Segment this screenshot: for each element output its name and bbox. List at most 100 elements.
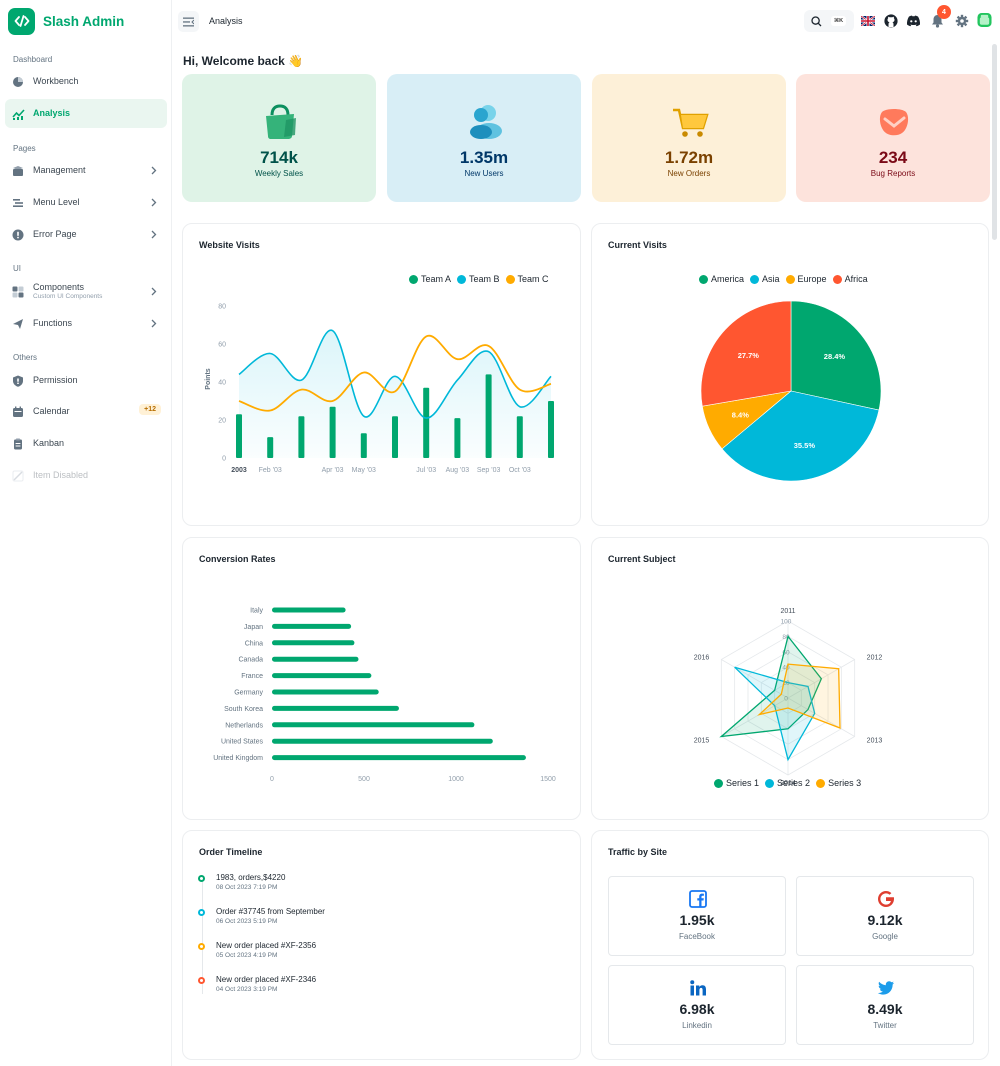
logo[interactable]: Slash Admin (0, 0, 171, 42)
timeline-title: New order placed #XF-2346 (216, 975, 317, 984)
radar-category-label: 2013 (867, 738, 883, 745)
legend-dot (816, 778, 826, 788)
sidebar-item-functions[interactable]: Functions (5, 309, 167, 338)
stat-card-new-orders[interactable]: 1.72m New Orders (592, 74, 786, 202)
conversion-rates-card: Conversion Rates Italy Japan China Canada Fr… (182, 537, 581, 820)
sidebar-item-kanban[interactable]: Kanban (5, 429, 167, 458)
legend-item-asia[interactable]: Asia (750, 274, 780, 284)
sidebar-item-label: Menu Level (33, 197, 80, 207)
legend-item-europe[interactable]: Europe (785, 274, 827, 284)
legend-dot (750, 274, 760, 284)
y-tick-label: 80 (218, 304, 226, 311)
sidebar-item-components[interactable]: Components Custom UI Components (5, 276, 167, 307)
chevron-right-icon (151, 319, 157, 328)
sidebar-item-label: Error Page (33, 229, 77, 239)
bar-team-a (485, 374, 492, 458)
traffic-tile-linkedin[interactable]: 6.98k Linkedin (608, 965, 786, 1045)
x-tick-label: Oct '03 (509, 467, 531, 474)
timeline-title: 1983, orders,$4220 (216, 873, 286, 882)
sidebar-item-label: Calendar (33, 406, 70, 416)
welcome-heading: Hi, Welcome back 👋 (183, 54, 304, 68)
timeline-time: 05 Oct 2023 4:19 PM (216, 952, 278, 959)
github-icon[interactable] (883, 13, 898, 28)
radar-axis (721, 659, 789, 699)
page-scrollbar[interactable] (992, 44, 997, 240)
legend-dot (832, 274, 842, 284)
calendar-badge: +12 (139, 404, 161, 415)
sidebar: Slash Admin Dashboard Workbench Analysis… (0, 0, 172, 1066)
conversion-rates-chart[interactable]: Italy Japan China Canada France Germany South … (183, 538, 582, 821)
search-button[interactable]: ⌘K (804, 10, 854, 32)
radar-tick-label: 0 (784, 696, 788, 703)
pie-data-label: 8.4% (732, 410, 749, 419)
legend-item-team-c[interactable]: Team C (505, 274, 549, 284)
bar-team-a (423, 387, 430, 458)
legend-item-america[interactable]: America (699, 274, 744, 284)
current-visits-pie-chart[interactable]: 28.4% 35.5% 8.4% 27.7% (592, 224, 990, 527)
sidebar-item-label: Management (33, 165, 86, 175)
stat-card-bug-reports[interactable]: 234 Bug Reports (796, 74, 990, 202)
radar-category-label: 2011 (780, 608, 795, 615)
sidebar-item-management[interactable]: Management (5, 156, 167, 185)
legend-dot (714, 778, 723, 788)
chevron-right-icon (151, 230, 157, 239)
x-tick-label: Jul '03 (416, 467, 436, 474)
traffic-tile-google[interactable]: 9.12k Google (796, 876, 974, 956)
chevron-right-icon (151, 287, 157, 296)
traffic-tile-facebook[interactable]: 1.95k FaceBook (608, 876, 786, 956)
search-icon (811, 15, 822, 26)
x-tick-label: 1000 (448, 776, 464, 783)
stat-card-weekly-sales[interactable]: 714k Weekly Sales (182, 74, 376, 202)
pie-slice-africa (700, 300, 792, 407)
calendar-icon (11, 405, 25, 419)
legend-dot (457, 274, 467, 284)
legend-item-series-1[interactable]: Series 1 (714, 778, 759, 788)
traffic-tile-twitter[interactable]: 8.49k Twitter (796, 965, 974, 1045)
current-visits-legend: America Asia Europe Africa (699, 274, 868, 284)
twitter-icon (877, 981, 894, 995)
x-tick-label: 1500 (540, 776, 556, 783)
current-subject-radar-chart[interactable]: 0 20 40 60 80 100 2011 2012 2013 2014 2015 2016 (592, 538, 990, 821)
collapse-menu-button[interactable] (178, 11, 199, 32)
stat-card-new-users[interactable]: 1.35m New Users (387, 74, 581, 202)
section-pages: Pages (13, 144, 36, 153)
radar-tick-label: 40 (782, 665, 790, 672)
legend-item-series-3[interactable]: Series 3 (816, 778, 861, 788)
bar-south-korea (272, 705, 399, 711)
legend-item-team-b[interactable]: Team B (457, 274, 500, 284)
legend-item-africa[interactable]: Africa (832, 274, 868, 284)
user-avatar[interactable] (977, 12, 992, 27)
radar-tick-label: 20 (782, 680, 790, 687)
sidebar-item-workbench[interactable]: Workbench (5, 67, 167, 96)
linkedin-icon (690, 980, 706, 996)
current-visits-card: Current Visits America Asia Europe Afric… (591, 223, 989, 526)
settings-gear-icon[interactable] (954, 13, 969, 28)
uk-flag-icon[interactable] (860, 13, 875, 28)
category-label: China (245, 640, 263, 647)
sidebar-item-permission[interactable]: Permission (5, 366, 167, 395)
legend-label: Series 1 (726, 778, 760, 788)
legend-label: Africa (844, 274, 868, 284)
x-tick-label: Sep '03 (477, 467, 501, 474)
timeline-dot (198, 875, 205, 882)
legend-item-series-2[interactable]: Series 2 (765, 778, 810, 788)
sidebar-item-analysis[interactable]: Analysis (5, 99, 167, 128)
traffic-value: 9.12k (867, 912, 903, 928)
card-title: Website Visits (199, 240, 260, 250)
shield-icon (11, 374, 25, 388)
legend-dot (765, 778, 775, 788)
legend-dot (409, 274, 418, 284)
sidebar-item-menu-level[interactable]: Menu Level (5, 188, 167, 217)
shopping-cart-icon (673, 108, 709, 137)
bar-france (272, 673, 372, 679)
sidebar-item-calendar[interactable]: Calendar +12 (5, 397, 167, 426)
legend-item-team-a[interactable]: Team A (409, 274, 451, 284)
y-tick-label: 60 (218, 342, 226, 349)
sidebar-item-error-page[interactable]: Error Page (5, 220, 167, 249)
sidebar-item-sublabel: Custom UI Components (33, 293, 103, 300)
traffic-label: Twitter (873, 1021, 897, 1030)
traffic-value: 8.49k (867, 1001, 903, 1017)
error-icon (11, 228, 25, 242)
website-visits-chart[interactable]: Points 0 20 40 60 80 2003 Feb '03 Apr '03 May '0… (183, 224, 582, 527)
discord-icon[interactable] (906, 13, 921, 28)
